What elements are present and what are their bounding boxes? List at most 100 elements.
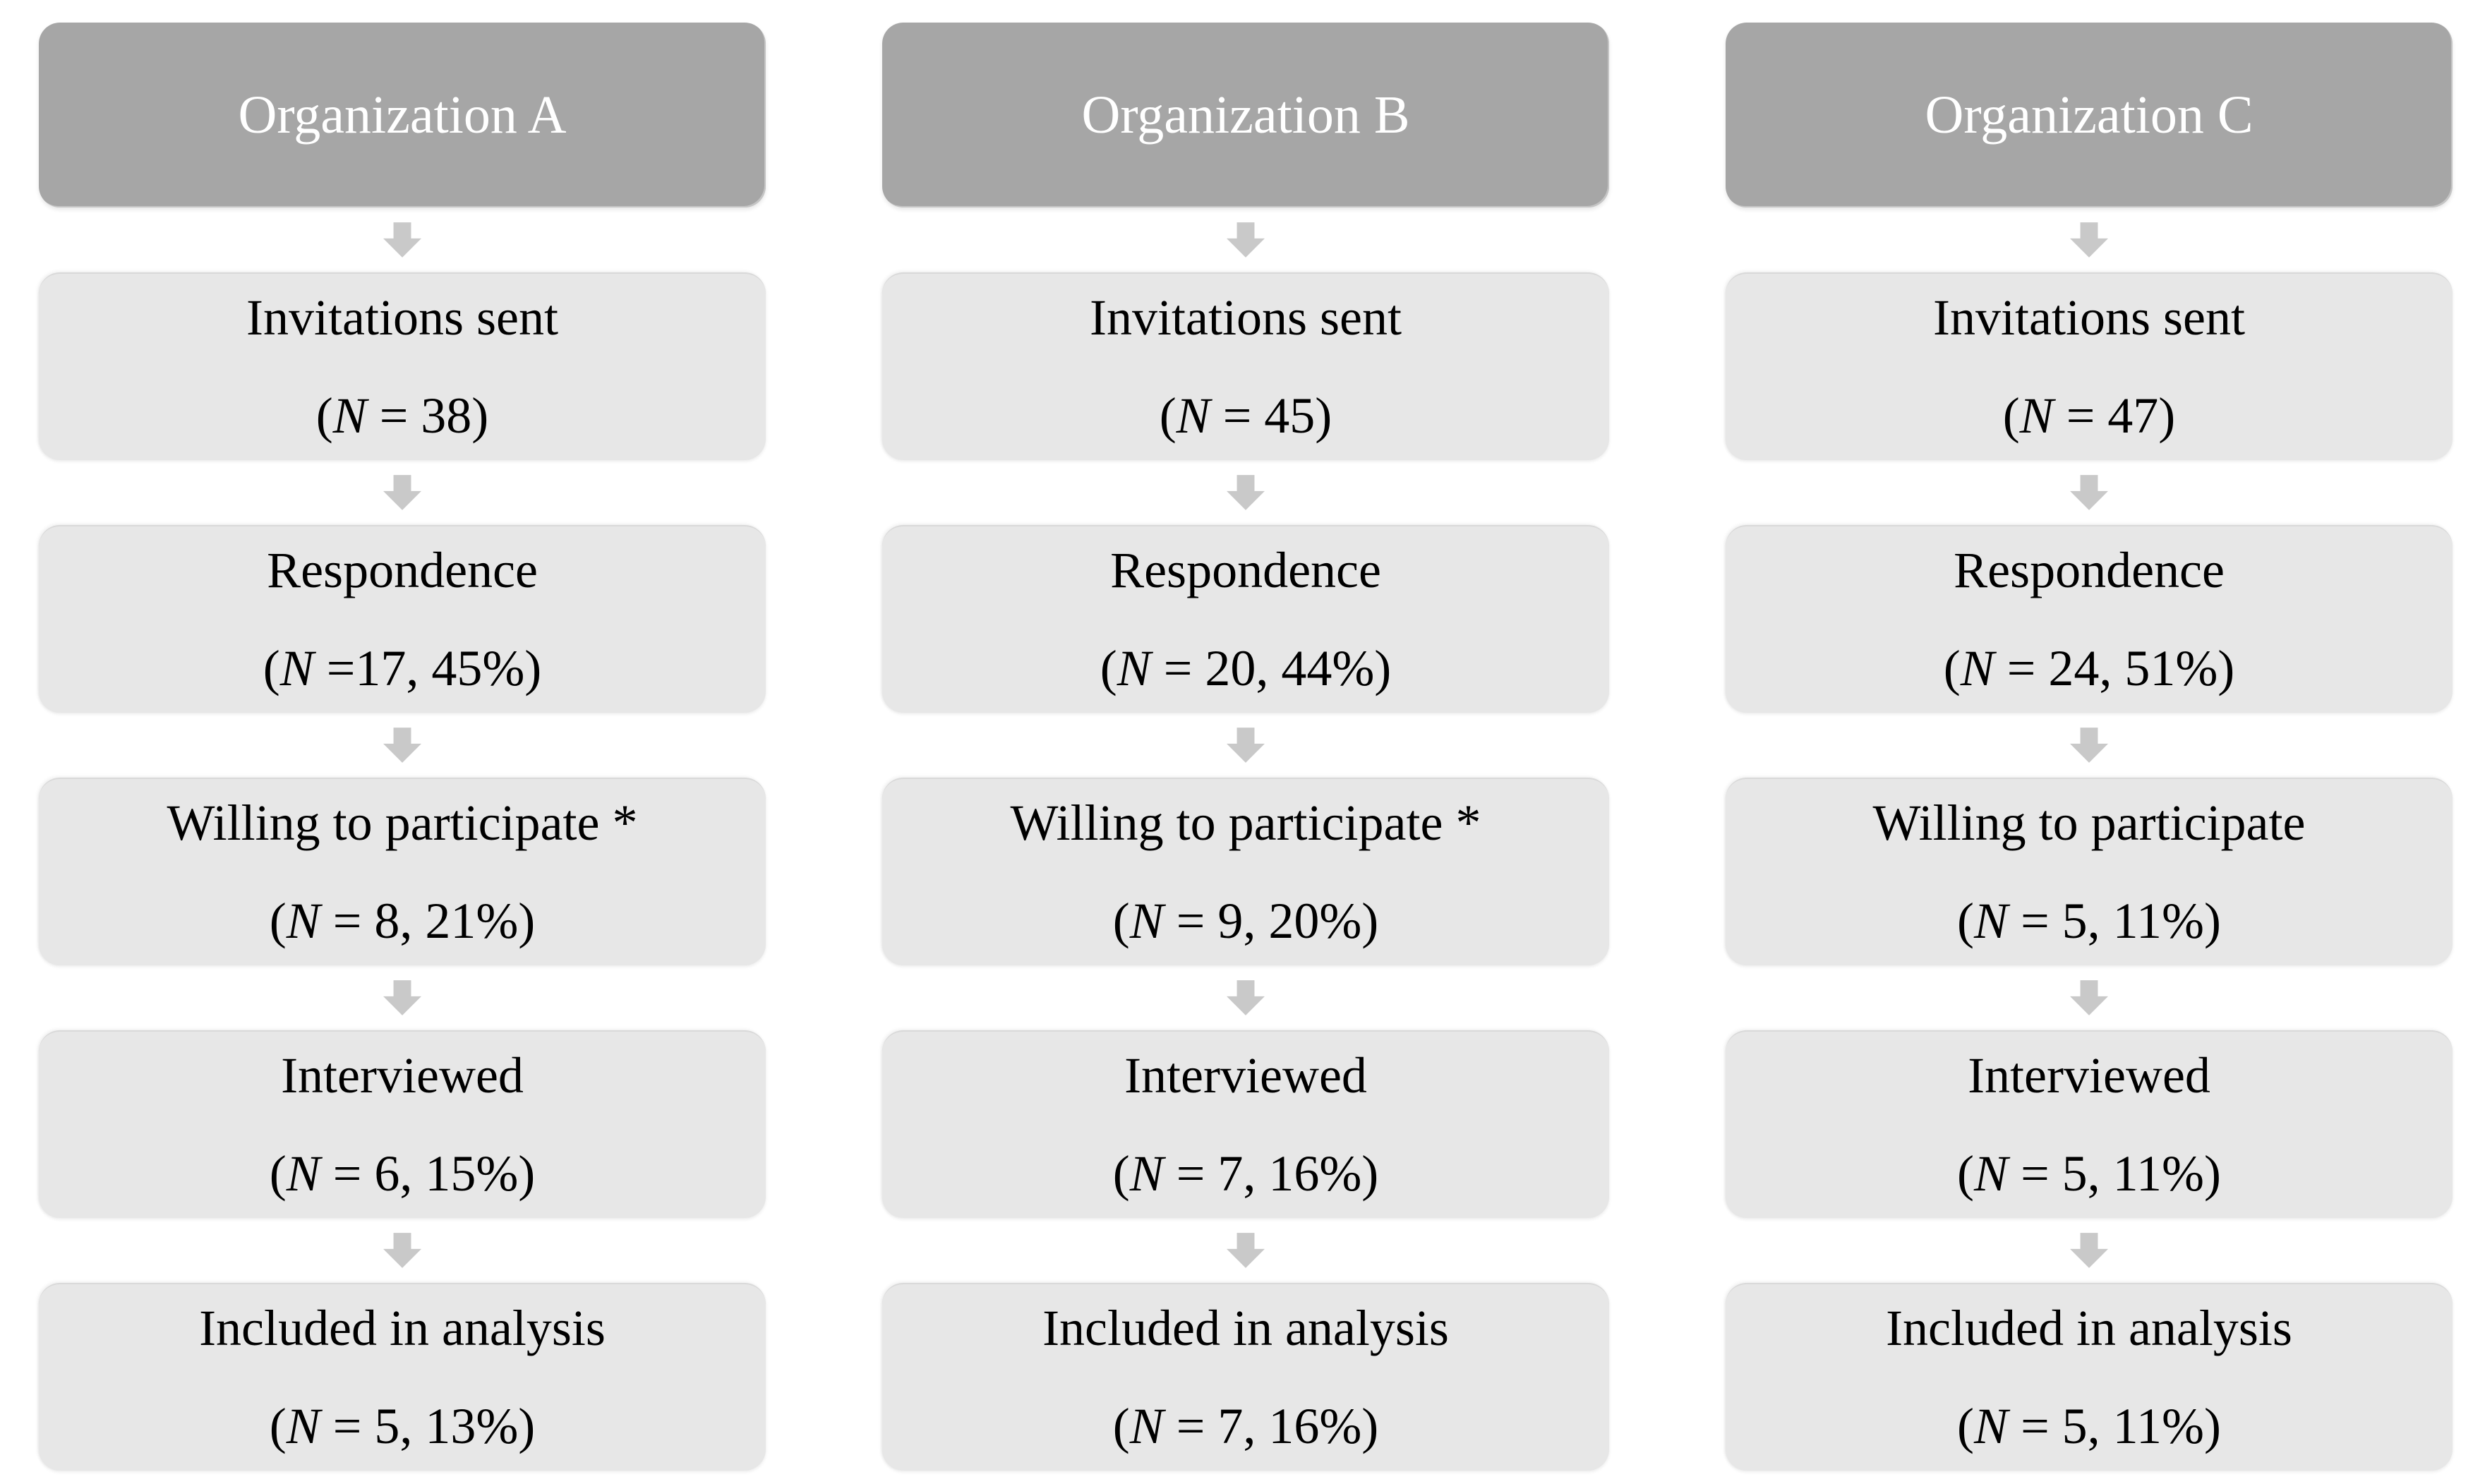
org-c-header-label: Organization C xyxy=(1925,85,2254,145)
down-arrow-icon xyxy=(1227,222,1265,258)
org-b-header-label: Organization B xyxy=(1081,85,1410,145)
stat-open: ( xyxy=(269,893,287,949)
step-stat: (N = 38) xyxy=(316,387,489,445)
stat-n: N xyxy=(1176,387,1210,444)
stat-n: N xyxy=(286,893,320,949)
stat-open: ( xyxy=(1112,1398,1130,1454)
down-arrow-icon xyxy=(2070,1233,2108,1268)
down-arrow-icon xyxy=(2070,728,2108,763)
stat-open: ( xyxy=(315,387,333,444)
stat-rest: = 38) xyxy=(366,387,489,444)
down-arrow-icon xyxy=(1227,1233,1265,1268)
step-label: Willing to participate xyxy=(1872,795,2306,851)
step-box-b-respondence: Respondence (N = 20, 44%) xyxy=(882,525,1609,713)
down-arrow-icon xyxy=(383,980,421,1015)
stat-rest: = 45) xyxy=(1210,387,1332,444)
stat-open: ( xyxy=(2002,387,2020,444)
down-arrow-icon xyxy=(383,1233,421,1268)
step-label: Willing to participate * xyxy=(1010,795,1481,851)
stat-n: N xyxy=(1129,1145,1164,1202)
org-a-header-label: Organization A xyxy=(238,85,567,145)
down-arrow-icon xyxy=(882,460,1609,525)
step-box-b-interviewed: Interviewed (N = 7, 16%) xyxy=(882,1030,1609,1218)
step-box-a-willing: Willing to participate * (N = 8, 21%) xyxy=(39,778,766,965)
down-arrow-icon xyxy=(1726,207,2453,272)
down-arrow-icon xyxy=(1227,980,1265,1015)
stat-n: N xyxy=(1974,1145,2009,1202)
step-stat: (N = 5, 11%) xyxy=(1957,1145,2221,1203)
down-arrow-icon xyxy=(2070,980,2108,1015)
down-arrow-icon xyxy=(383,475,421,510)
down-arrow-icon xyxy=(1726,965,2453,1030)
step-stat: (N = 47) xyxy=(2003,387,2176,445)
down-arrow-icon xyxy=(2070,222,2108,258)
down-arrow-icon xyxy=(1726,1218,2453,1283)
stat-open: ( xyxy=(1957,893,1975,949)
down-arrow-icon xyxy=(882,713,1609,778)
step-stat: (N = 5, 11%) xyxy=(1957,892,2221,951)
stat-rest: =17, 45%) xyxy=(313,640,542,696)
step-label: Respondence xyxy=(267,542,538,598)
step-box-a-respondence: Respondence (N =17, 45%) xyxy=(39,525,766,713)
step-box-b-invitations: Invitations sent (N = 45) xyxy=(882,272,1609,460)
column-organization-a: Organization A Invitations sent (N = 38)… xyxy=(39,23,766,1471)
stat-rest: = 6, 15%) xyxy=(320,1145,536,1202)
step-stat: (N = 24, 51%) xyxy=(1944,639,2235,698)
step-box-c-interviewed: Interviewed (N = 5, 11%) xyxy=(1726,1030,2453,1218)
stat-open: ( xyxy=(269,1398,287,1454)
stat-n: N xyxy=(1974,1398,2009,1454)
down-arrow-icon xyxy=(2070,475,2108,510)
stat-rest: = 47) xyxy=(2053,387,2176,444)
step-stat: (N = 6, 15%) xyxy=(270,1145,536,1203)
stat-rest: = 5, 11%) xyxy=(2008,893,2221,949)
stat-open: ( xyxy=(1943,640,1961,696)
step-box-c-respondence: Respondence (N = 24, 51%) xyxy=(1726,525,2453,713)
stat-n: N xyxy=(1960,640,1994,696)
down-arrow-icon xyxy=(1726,460,2453,525)
stat-rest: = 7, 16%) xyxy=(1163,1398,1379,1454)
stat-n: N xyxy=(332,387,367,444)
step-stat: (N =17, 45%) xyxy=(263,639,542,698)
stat-n: N xyxy=(279,640,314,696)
step-box-c-included: Included in analysis (N = 5, 11%) xyxy=(1726,1283,2453,1471)
step-stat: (N = 45) xyxy=(1160,387,1332,445)
stat-open: ( xyxy=(263,640,280,696)
down-arrow-icon xyxy=(39,965,766,1030)
step-label: Invitations sent xyxy=(1090,289,1402,346)
stat-n: N xyxy=(1129,1398,1164,1454)
step-box-b-willing: Willing to participate * (N = 9, 20%) xyxy=(882,778,1609,965)
down-arrow-icon xyxy=(882,1218,1609,1283)
down-arrow-icon xyxy=(39,460,766,525)
org-a-header: Organization A xyxy=(39,23,766,207)
down-arrow-icon xyxy=(1227,475,1265,510)
down-arrow-icon xyxy=(882,965,1609,1030)
stat-rest: = 20, 44%) xyxy=(1150,640,1392,696)
down-arrow-icon xyxy=(39,1218,766,1283)
stat-n: N xyxy=(286,1145,320,1202)
down-arrow-icon xyxy=(383,728,421,763)
down-arrow-icon xyxy=(1726,713,2453,778)
step-box-c-invitations: Invitations sent (N = 47) xyxy=(1726,272,2453,460)
step-label: Respondence xyxy=(1110,542,1381,598)
stat-rest: = 5, 13%) xyxy=(320,1398,536,1454)
down-arrow-icon xyxy=(383,222,421,258)
stat-open: ( xyxy=(1112,1145,1130,1202)
step-stat: (N = 8, 21%) xyxy=(270,892,536,951)
down-arrow-icon xyxy=(882,207,1609,272)
stat-rest: = 5, 11%) xyxy=(2008,1398,2221,1454)
stat-n: N xyxy=(286,1398,320,1454)
step-stat: (N = 7, 16%) xyxy=(1113,1397,1379,1456)
stat-rest: = 5, 11%) xyxy=(2008,1145,2221,1202)
down-arrow-icon xyxy=(39,207,766,272)
stat-n: N xyxy=(2019,387,2054,444)
stat-open: ( xyxy=(269,1145,287,1202)
step-label: Included in analysis xyxy=(199,1300,606,1356)
step-label: Invitations sent xyxy=(246,289,558,346)
step-box-a-invitations: Invitations sent (N = 38) xyxy=(39,272,766,460)
step-label: Invitations sent xyxy=(1933,289,2245,346)
stat-n: N xyxy=(1117,640,1151,696)
stat-rest: = 7, 16%) xyxy=(1163,1145,1379,1202)
step-stat: (N = 20, 44%) xyxy=(1100,639,1392,698)
step-stat: (N = 7, 16%) xyxy=(1113,1145,1379,1203)
step-label: Willing to participate * xyxy=(167,795,638,851)
